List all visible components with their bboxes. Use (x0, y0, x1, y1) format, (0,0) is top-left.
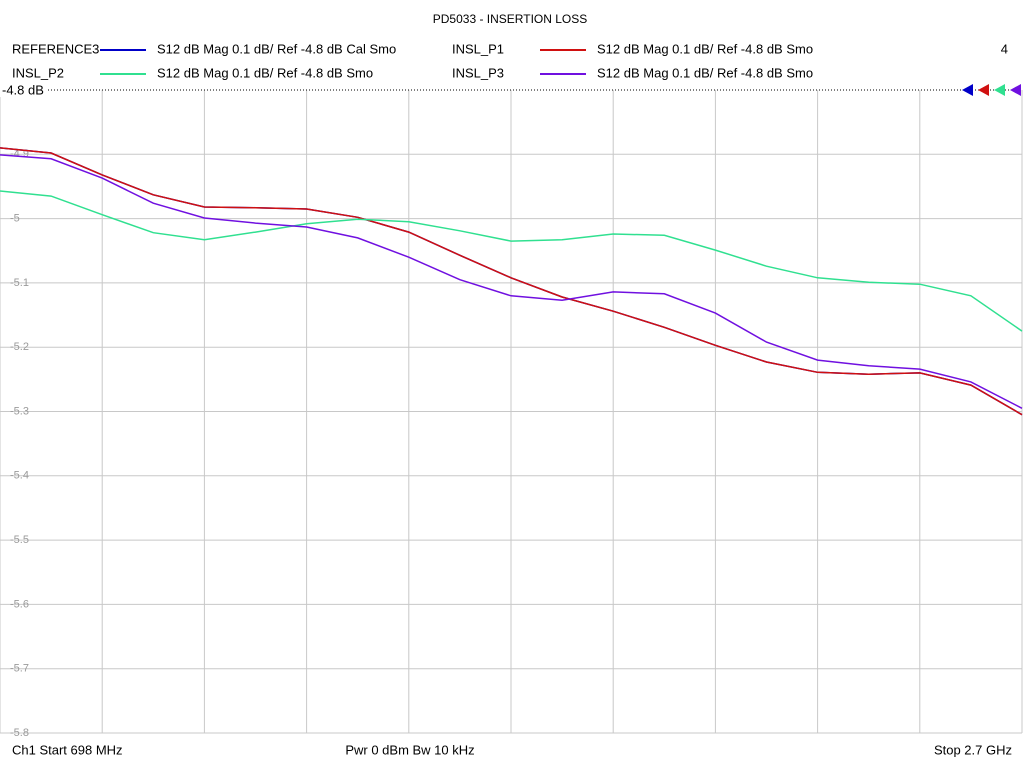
trace (0, 154, 1023, 409)
legend-name: INSL_P3 (452, 65, 504, 80)
legend-description: S12 dB Mag 0.1 dB/ Ref -4.8 dB Smo (597, 65, 813, 80)
y-tick-label: -5.2 (10, 341, 29, 353)
y-tick-label: -5.6 (10, 598, 29, 610)
y-tick-label: -5.8 (10, 727, 29, 739)
y-tick-label: -5.5 (10, 534, 29, 546)
reference-marker (978, 84, 989, 96)
reference-marker (994, 84, 1005, 96)
y-tick-label: -5 (10, 213, 20, 225)
footer-power: Pwr 0 dBm Bw 10 kHz (345, 742, 474, 757)
legend-description: S12 dB Mag 0.1 dB/ Ref -4.8 dB Smo (157, 65, 373, 80)
y-tick-label: -5.7 (10, 663, 29, 675)
footer-stop: Stop 2.7 GHz (934, 742, 1012, 757)
legend-description: S12 dB Mag 0.1 dB/ Ref -4.8 dB Cal Smo (157, 41, 396, 56)
channel-number: 4 (1001, 41, 1008, 56)
y-tick-label: -5.3 (10, 405, 29, 417)
legend-name: INSL_P2 (12, 65, 64, 80)
y-tick-label: -5.1 (10, 277, 29, 289)
legend-name: REFERENCE3 (12, 41, 99, 56)
legend-description: S12 dB Mag 0.1 dB/ Ref -4.8 dB Smo (597, 41, 813, 56)
reference-label: -4.8 dB (2, 82, 44, 97)
trace (0, 190, 1023, 332)
legend-name: INSL_P1 (452, 41, 504, 56)
trace (0, 147, 1023, 416)
reference-marker (1010, 84, 1021, 96)
reference-marker (962, 84, 973, 96)
reference-label-bg (0, 83, 46, 97)
y-tick-label: -5.4 (10, 470, 29, 482)
chart-title: PD5033 - INSERTION LOSS (433, 12, 588, 26)
footer-start: Ch1 Start 698 MHz (12, 742, 123, 757)
